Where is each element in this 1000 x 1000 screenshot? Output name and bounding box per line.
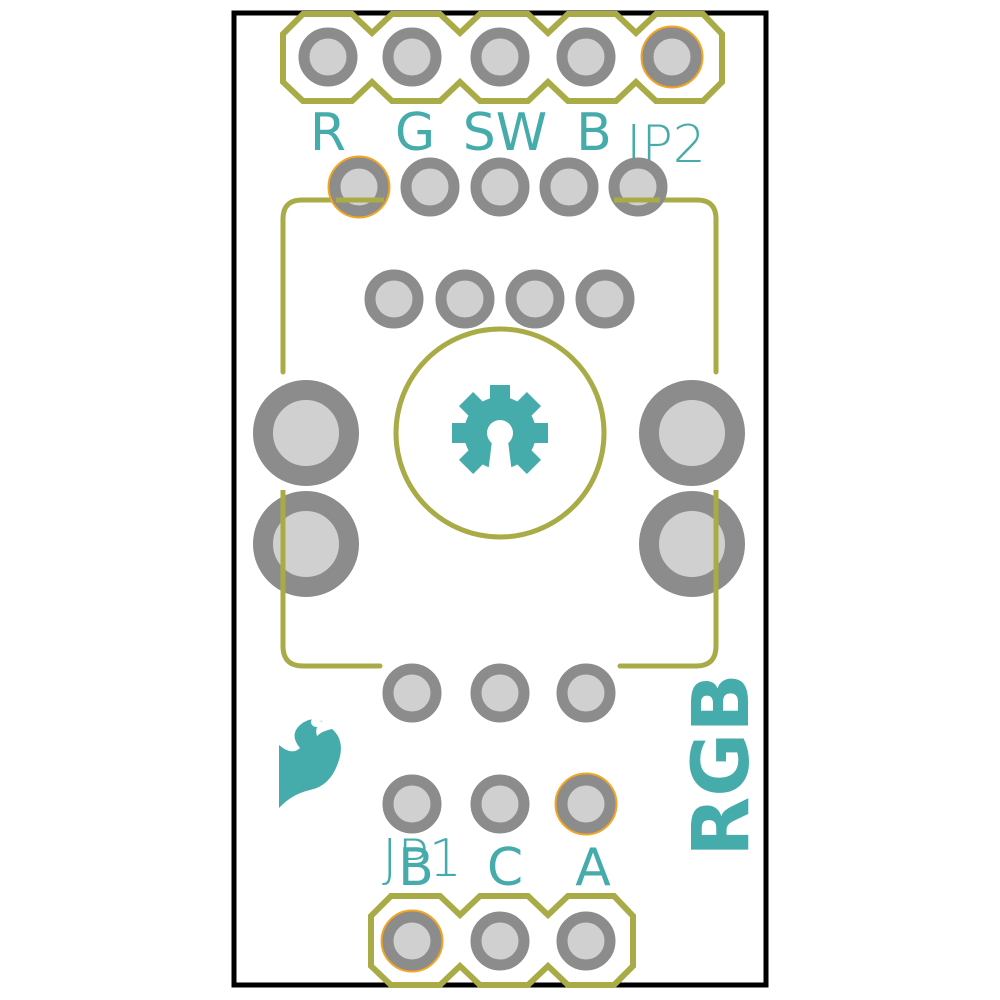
encoder-middle-pad-2: [435, 269, 495, 329]
jp2-pad-5-pin1: [640, 25, 704, 89]
encoder-upper-pad-1-pin1: [327, 155, 391, 219]
encoder-bottom-pad-3-pin1: [554, 772, 618, 836]
sparkfun-logo-spark: [311, 717, 321, 727]
encoder-upper-pad-2: [400, 157, 460, 217]
jp2-pad-2: [382, 27, 442, 87]
encoder-body-silkscreen-right-bottom: [617, 490, 719, 669]
encoder-middle-pad-4: [575, 269, 635, 329]
jp1-reference-label: JP1: [382, 829, 462, 889]
mounting-pad-left-top: [253, 380, 359, 486]
jp1-header-silkscreen: [368, 893, 636, 988]
encoder-lower-pads: [382, 663, 616, 723]
encoder-lower-pad-2: [470, 663, 530, 723]
encoder-upper-pad-5: [608, 157, 668, 217]
mounting-pad-right-bottom: [639, 491, 745, 597]
encoder-middle-pad-3: [505, 269, 565, 329]
mounting-pad-left-bottom: [253, 491, 359, 597]
encoder-shaft-silkscreen: [393, 326, 607, 540]
sparkfun-flame-logo-icon: [279, 719, 341, 808]
jp1-label-b: B: [398, 838, 434, 898]
open-source-hardware-gear-icon: [452, 385, 548, 475]
jp2-pad-3: [470, 27, 530, 87]
jp2-label-r: R: [310, 103, 346, 163]
board-name-label: RGB: [677, 673, 767, 857]
jp2-label-b: B: [576, 103, 612, 163]
encoder-bottom-pad-2: [470, 774, 530, 834]
jp2-pads: [298, 25, 704, 89]
jp1-label-c: C: [487, 838, 523, 898]
mounting-pad-right-top: [639, 380, 745, 486]
encoder-upper-pad-4: [539, 157, 599, 217]
encoder-bottom-pads: [382, 772, 618, 836]
jp2-label-g: G: [395, 103, 435, 163]
jp1-pad-1-pin1: [380, 909, 444, 973]
jp1-pad-3: [556, 911, 616, 971]
encoder-bottom-pad-1: [382, 774, 442, 834]
jp2-header-silkscreen: [280, 11, 725, 104]
encoder-body-silkscreen-left-bottom: [280, 490, 383, 669]
encoder-middle-pads: [364, 269, 635, 329]
jp1-pads: [380, 909, 616, 973]
encoder-body-silkscreen-right-top: [633, 197, 719, 375]
jp2-label-sw: SW: [463, 103, 547, 163]
encoder-body-silkscreen: [280, 197, 363, 375]
jp1-pad-2: [470, 911, 530, 971]
jp2-pad-1: [298, 27, 358, 87]
jp1-label-a: A: [575, 838, 611, 898]
encoder-upper-pad-3: [470, 157, 530, 217]
encoder-lower-pad-1: [382, 663, 442, 723]
encoder-middle-pad-1: [364, 269, 424, 329]
encoder-lower-pad-3: [556, 663, 616, 723]
jp2-pad-4: [556, 27, 616, 87]
